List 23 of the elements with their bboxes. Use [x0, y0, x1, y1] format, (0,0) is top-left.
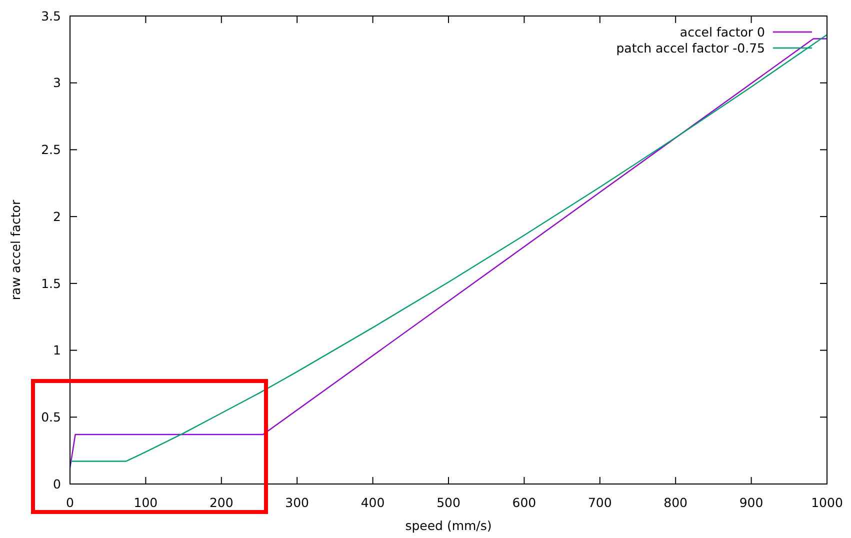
y-tick-label: 0: [53, 476, 62, 492]
y-tick-label: 1.5: [41, 276, 61, 291]
x-tick-label: 400: [360, 495, 385, 510]
y-tick-label: 2: [53, 208, 61, 224]
x-tick-label: 600: [512, 495, 536, 510]
legend-label: patch accel factor -0.75: [616, 40, 765, 56]
x-tick-label: 900: [739, 495, 764, 510]
x-tick-label: 1000: [811, 495, 843, 510]
x-tick-label: 800: [664, 495, 688, 510]
y-tick-label: 3.5: [41, 8, 61, 24]
x-tick-label: 700: [588, 495, 612, 510]
y-tick-label: 2.5: [41, 142, 61, 158]
x-tick-label: 0: [66, 495, 74, 510]
y-axis-title: raw accel factor: [8, 199, 23, 300]
legend-label: accel factor 0: [680, 24, 766, 40]
x-tick-label: 300: [285, 495, 310, 510]
y-tick-label: 3: [53, 75, 61, 90]
x-tick-label: 200: [209, 495, 234, 510]
x-tick-label: 100: [134, 495, 158, 510]
x-axis-title: speed (mm/s): [405, 518, 492, 533]
y-tick-label: 1: [53, 342, 61, 358]
y-tick-label: 0.5: [41, 410, 61, 425]
x-tick-label: 500: [436, 495, 460, 510]
